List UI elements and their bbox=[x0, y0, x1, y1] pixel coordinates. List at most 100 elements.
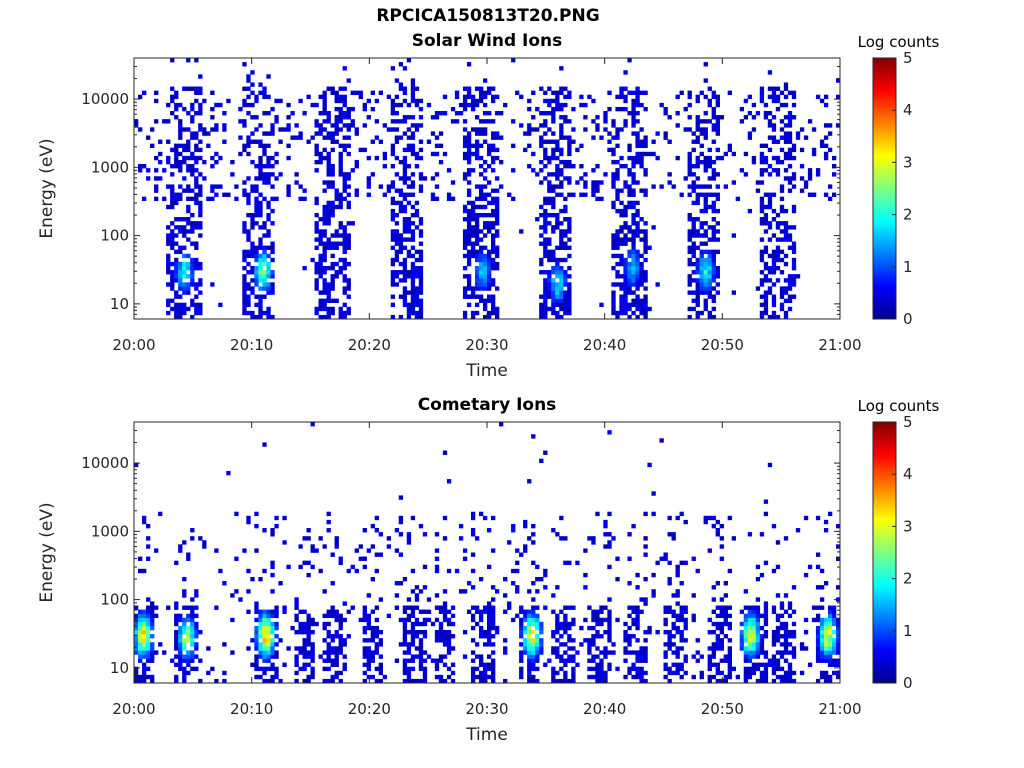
spectrogram-cell bbox=[551, 609, 556, 614]
spectrogram-cell bbox=[523, 650, 528, 655]
spectrogram-cell bbox=[759, 625, 765, 631]
spectrogram-cell bbox=[314, 286, 319, 291]
spectrogram-cell bbox=[695, 155, 700, 161]
spectrogram-cell bbox=[378, 184, 383, 189]
spectrogram-cell bbox=[274, 674, 279, 680]
spectrogram-cell bbox=[823, 617, 829, 623]
spectrogram-cell bbox=[466, 581, 472, 586]
spectrogram-cell bbox=[771, 135, 777, 140]
spectrogram-cell bbox=[543, 147, 548, 153]
spectrogram-cell bbox=[635, 294, 640, 299]
spectrogram-cell bbox=[667, 634, 672, 639]
spectrogram-cell bbox=[302, 666, 307, 672]
spectrogram-cell bbox=[715, 670, 720, 676]
spectrogram-cell bbox=[679, 634, 684, 639]
spectrogram-cell bbox=[382, 192, 388, 197]
spectrogram-cell bbox=[318, 302, 323, 308]
spectrogram-cell bbox=[462, 151, 468, 157]
spectrogram-cell bbox=[478, 188, 484, 193]
spectrogram-cell bbox=[410, 98, 416, 104]
spectrogram-cell bbox=[254, 245, 259, 250]
spectrogram-cell bbox=[450, 634, 456, 639]
spectrogram-cell bbox=[402, 164, 408, 169]
spectrogram-cell bbox=[270, 241, 275, 246]
spectrogram-cell bbox=[398, 188, 404, 193]
spectrogram-cell bbox=[771, 609, 777, 614]
spectrogram-cell bbox=[482, 278, 488, 283]
spectrogram-cell bbox=[779, 184, 785, 189]
spectrogram-cell bbox=[671, 634, 676, 639]
spectrogram-cell bbox=[711, 629, 716, 635]
spectrogram-cell bbox=[394, 528, 400, 533]
spectrogram-cell bbox=[751, 115, 757, 120]
spectrogram-cell bbox=[254, 249, 259, 255]
spectrogram-cell bbox=[330, 147, 335, 153]
spectrogram-cell bbox=[438, 159, 444, 165]
spectrogram-cell bbox=[703, 241, 708, 246]
spectrogram-cell bbox=[775, 658, 781, 663]
spectrogram-cell bbox=[430, 196, 436, 202]
spectrogram-cell bbox=[727, 670, 732, 676]
spectrogram-cell bbox=[402, 119, 408, 124]
spectrogram-cell bbox=[274, 523, 279, 529]
spectrogram-cell bbox=[707, 159, 712, 165]
spectrogram-cell bbox=[615, 245, 620, 250]
spectrogram-cell bbox=[190, 155, 195, 161]
spectrogram-cell bbox=[703, 78, 708, 83]
spectrogram-cell bbox=[190, 168, 195, 173]
spectrogram-cell bbox=[771, 638, 777, 643]
spectrogram-cell bbox=[779, 650, 785, 655]
spectrogram-cell bbox=[547, 86, 552, 91]
spectrogram-cell bbox=[330, 265, 335, 271]
spectrogram-cell bbox=[643, 106, 648, 112]
spectrogram-cell bbox=[170, 94, 175, 100]
spectrogram-cell bbox=[555, 245, 560, 250]
spectrogram-cell bbox=[258, 82, 263, 87]
spectrogram-cell bbox=[767, 662, 773, 667]
spectrogram-cell bbox=[763, 678, 769, 684]
spectrogram-cell bbox=[751, 127, 757, 132]
spectrogram-cell bbox=[334, 540, 339, 545]
spectrogram-cell bbox=[779, 674, 785, 680]
spectrogram-cell bbox=[723, 593, 728, 598]
spectrogram-cell bbox=[390, 106, 396, 112]
spectrogram-cell bbox=[470, 229, 476, 234]
spectrogram-cell bbox=[491, 613, 496, 619]
spectrogram-cell bbox=[426, 139, 432, 144]
spectrogram-cell bbox=[815, 646, 821, 651]
spectrogram-cell bbox=[306, 642, 311, 647]
spectrogram-cell bbox=[775, 674, 781, 680]
spectrogram-cell bbox=[627, 581, 632, 586]
spectrogram-cell bbox=[318, 568, 323, 574]
spectrogram-cell bbox=[747, 646, 753, 651]
spectrogram-cell bbox=[482, 196, 488, 202]
spectrogram-cell bbox=[567, 94, 572, 100]
spectrogram-cell bbox=[398, 176, 404, 181]
spectrogram-cell bbox=[639, 127, 644, 132]
spectrogram-cell bbox=[306, 650, 311, 655]
spectrogram-cell bbox=[242, 123, 247, 128]
spectrogram-cell bbox=[667, 139, 672, 144]
spectrogram-cell bbox=[334, 662, 339, 667]
spectrogram-cell bbox=[491, 617, 496, 623]
spectrogram-cell bbox=[487, 274, 492, 279]
spectrogram-cell bbox=[434, 629, 440, 635]
spectrogram-cell bbox=[531, 638, 536, 643]
spectrogram-cell bbox=[182, 638, 187, 643]
spectrogram-cell bbox=[418, 523, 424, 529]
spectrogram-cell bbox=[298, 609, 303, 614]
spectrogram-cell bbox=[350, 90, 355, 96]
spectrogram-cell bbox=[831, 670, 837, 676]
spectrogram-cell bbox=[723, 658, 728, 663]
spectrogram-cell bbox=[146, 536, 151, 541]
spectrogram-cell bbox=[182, 646, 187, 651]
spectrogram-cell bbox=[374, 625, 379, 631]
spectrogram-cell bbox=[763, 560, 769, 566]
spectrogram-cell bbox=[715, 613, 720, 619]
spectrogram-cell bbox=[318, 253, 323, 259]
spectrogram-cell bbox=[835, 94, 841, 100]
spectrogram-cell bbox=[186, 625, 191, 631]
spectrogram-cell bbox=[567, 302, 572, 308]
spectrogram-cell bbox=[831, 172, 837, 177]
spectrogram-cell bbox=[691, 164, 696, 169]
